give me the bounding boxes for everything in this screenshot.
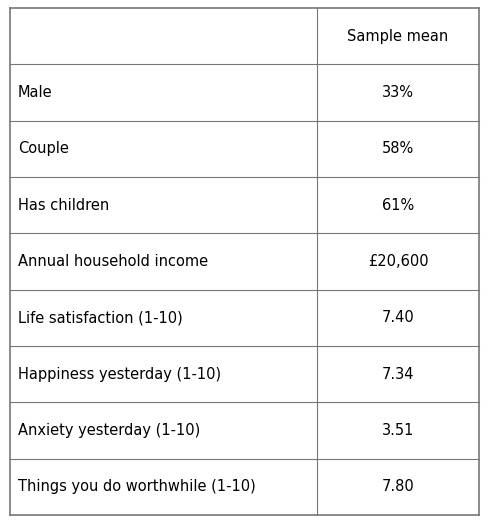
Text: 33%: 33% <box>381 85 413 100</box>
Text: 58%: 58% <box>381 141 413 156</box>
Text: 7.40: 7.40 <box>381 310 414 325</box>
Text: Life satisfaction (1-10): Life satisfaction (1-10) <box>18 310 183 325</box>
Text: 3.51: 3.51 <box>381 423 413 438</box>
Text: 7.34: 7.34 <box>381 367 413 382</box>
Text: Things you do worthwhile (1-10): Things you do worthwhile (1-10) <box>18 480 255 494</box>
Text: 7.80: 7.80 <box>381 480 414 494</box>
Text: Sample mean: Sample mean <box>347 29 448 43</box>
Text: Male: Male <box>18 85 53 100</box>
Text: Happiness yesterday (1-10): Happiness yesterday (1-10) <box>18 367 221 382</box>
Text: 61%: 61% <box>381 198 413 213</box>
Text: Annual household income: Annual household income <box>18 254 208 269</box>
Text: £20,600: £20,600 <box>367 254 427 269</box>
Text: Couple: Couple <box>18 141 69 156</box>
Text: Anxiety yesterday (1-10): Anxiety yesterday (1-10) <box>18 423 200 438</box>
Text: Has children: Has children <box>18 198 109 213</box>
